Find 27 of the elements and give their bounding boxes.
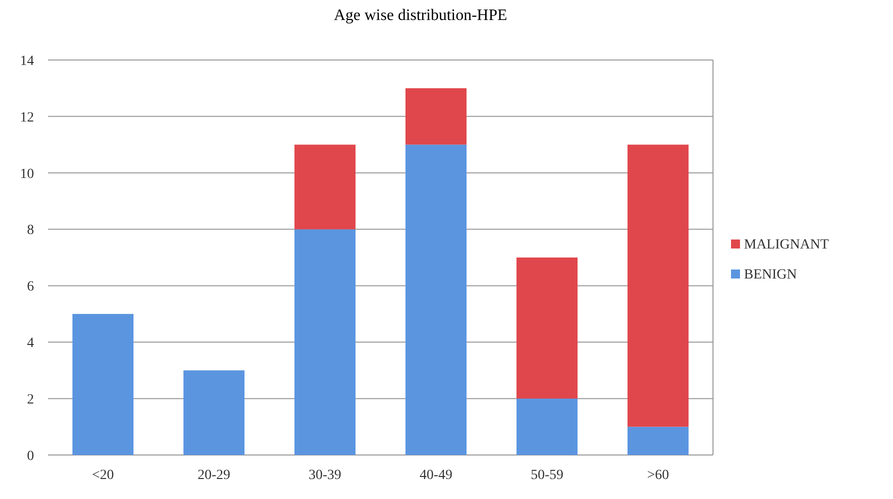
legend-label: MALIGNANT <box>744 237 830 252</box>
y-tick-label: 6 <box>27 280 34 295</box>
legend-label: BENIGN <box>744 267 797 282</box>
bar <box>628 426 689 455</box>
bar <box>516 398 578 455</box>
bar <box>516 258 578 399</box>
y-tick-label: 14 <box>20 54 34 69</box>
bar <box>405 144 467 455</box>
y-tick-label: 8 <box>27 223 34 238</box>
bar <box>294 144 356 230</box>
x-tick-label: <20 <box>92 468 114 483</box>
y-tick-label: 2 <box>27 392 34 408</box>
y-tick-label: 0 <box>27 448 34 464</box>
x-tick-label: >60 <box>647 468 669 483</box>
x-tick-label: 50-59 <box>530 468 564 483</box>
y-tick-label: 4 <box>27 336 34 352</box>
x-tick-label: 20-29 <box>198 468 230 483</box>
bar <box>294 229 356 455</box>
y-tick-label: 10 <box>20 166 34 182</box>
bar <box>405 88 467 145</box>
chart-title: Age wise distribution-HPE <box>334 7 508 24</box>
bar <box>628 144 689 427</box>
x-tick-label: 30-39 <box>308 468 342 483</box>
y-tick-label: 12 <box>20 110 34 126</box>
bar <box>183 370 244 455</box>
x-tick-label: 40-49 <box>420 468 452 483</box>
bar <box>72 314 134 455</box>
